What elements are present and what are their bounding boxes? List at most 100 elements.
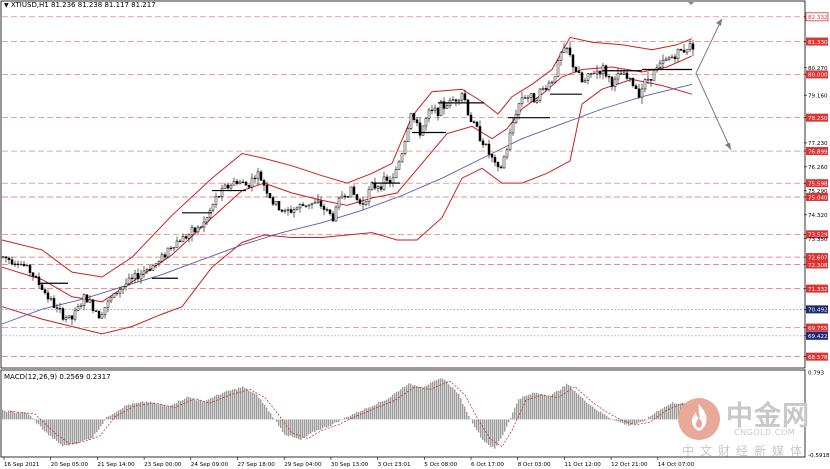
macd-bar [312, 419, 314, 432]
candle-body [496, 162, 500, 168]
candle-body [433, 107, 437, 111]
macd-bar [320, 419, 322, 430]
macd-bar [4, 410, 6, 420]
macd-bar [72, 419, 74, 445]
candle-body [412, 113, 416, 120]
candle-body [196, 226, 200, 233]
candle-body [112, 293, 116, 299]
candle-body [163, 254, 167, 258]
candle-body [376, 186, 380, 189]
candle-body [7, 257, 11, 260]
candle-body [313, 202, 317, 204]
candle-body [106, 300, 110, 308]
candle-body [436, 107, 440, 117]
macd-bar [508, 419, 510, 423]
candle-body [394, 169, 398, 179]
scroll-marker [688, 2, 694, 5]
header-dropdown-icon[interactable]: ▼ [4, 2, 9, 9]
macd-bar [38, 419, 40, 425]
macd-bar [166, 406, 168, 420]
price-tick-label: 75.598 [808, 181, 828, 187]
candle-body [127, 277, 131, 285]
macd-bar [498, 419, 500, 442]
candle-body [91, 299, 95, 311]
macd-bar [622, 419, 624, 424]
candle-body [253, 177, 257, 180]
macd-bar [296, 419, 298, 439]
candle-body [610, 76, 614, 87]
macd-bar [198, 399, 200, 420]
macd-bar [432, 381, 434, 420]
candle-body [241, 181, 245, 184]
candle-body [55, 307, 59, 309]
macd-bar [406, 385, 408, 420]
macd-bar [496, 419, 498, 446]
price-tick-label: 76.899 [808, 149, 828, 155]
price-tick-label: 70.492 [808, 308, 828, 314]
macd-bar [492, 419, 494, 447]
macd-bar [444, 379, 446, 420]
candle-body [250, 177, 254, 188]
candle-body [688, 43, 692, 50]
macd-bar [572, 389, 574, 420]
candle-body [82, 294, 86, 306]
macd-bar [400, 389, 402, 420]
macd-bar [98, 419, 100, 430]
price-tick-label: 72.607 [808, 255, 828, 261]
candle-body [490, 154, 494, 158]
macd-bar [348, 416, 350, 420]
macd-bar [584, 400, 586, 420]
candle-body [427, 109, 431, 119]
macd-bar [672, 402, 674, 420]
macd-bar [410, 383, 412, 420]
macd-bar [270, 413, 272, 420]
macd-bar [142, 401, 144, 420]
price-tick-label: 80.270 [808, 66, 828, 72]
candle-body [157, 260, 161, 264]
macd-bar [568, 385, 570, 420]
candle-body [595, 70, 599, 74]
candle-body [577, 71, 581, 74]
candle-body [655, 67, 659, 71]
candle-body [226, 184, 230, 189]
macd-bar [416, 386, 418, 420]
candle-body [94, 310, 98, 312]
macd-bar [266, 407, 268, 420]
candle-body [298, 204, 302, 209]
macd-bar [494, 419, 496, 449]
candle-body [202, 221, 206, 228]
macd-bar [86, 419, 88, 440]
macd-bar [234, 388, 236, 420]
macd-bar [248, 390, 250, 420]
macd-bar [580, 396, 582, 420]
macd-bar [310, 419, 312, 434]
macd-bar [576, 393, 578, 420]
candle-body [28, 264, 32, 273]
candle-body [613, 78, 617, 87]
macd-bar [134, 403, 136, 420]
macd-bar [532, 392, 534, 420]
macd-bar [64, 419, 66, 446]
candle-body [52, 298, 56, 308]
macd-bar [280, 419, 282, 429]
candle-body [37, 276, 41, 285]
macd-bar [370, 407, 372, 420]
macd-bar [218, 394, 220, 420]
candle-body [220, 188, 224, 197]
macd-bar [258, 397, 260, 420]
macd-bar [60, 419, 62, 445]
macd-bar [264, 405, 266, 420]
candle-body [502, 156, 506, 169]
macd-bar [434, 380, 436, 420]
watermark-url: CNGOLD.COM [734, 428, 796, 437]
macd-bar [630, 419, 632, 426]
macd-bar [466, 411, 468, 420]
macd-bar [308, 419, 310, 435]
candle-body [574, 66, 578, 72]
macd-label: MACD(12,26,9) 0.2569 0.2317 [4, 373, 111, 381]
candle-body [175, 240, 179, 248]
candle-body [277, 201, 281, 211]
macd-bar [76, 419, 78, 445]
macd-bar [594, 408, 596, 420]
macd-bar [382, 401, 384, 420]
